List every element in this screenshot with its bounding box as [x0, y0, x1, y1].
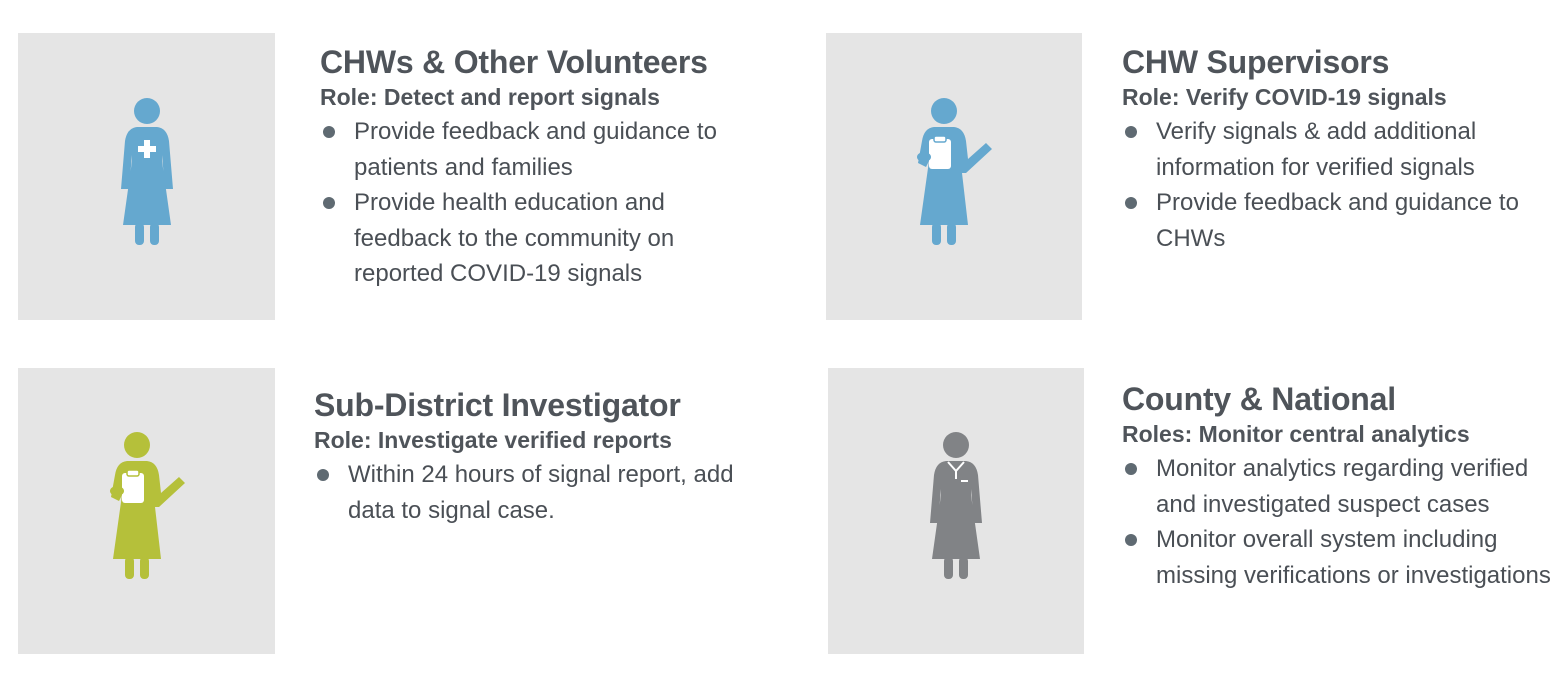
bullet-dot-icon	[1125, 197, 1137, 209]
list-item: Monitor overall system including missing…	[1122, 522, 1562, 593]
list-item: Verify signals & add additional informat…	[1122, 114, 1562, 185]
investigator-clipboard-icon	[109, 432, 185, 579]
card-role: Role: Detect and report signals	[320, 84, 660, 110]
card-role: Role: Verify COVID-19 signals	[1122, 84, 1447, 110]
card-title: CHWs & Other Volunteers	[320, 44, 708, 80]
bullet-dot-icon	[317, 469, 329, 481]
icon-tile	[18, 368, 275, 654]
bullet-dot-icon	[1125, 534, 1137, 546]
list-item: Provide health education and feedback to…	[320, 185, 740, 292]
official-person-icon	[930, 432, 982, 579]
bullet-list: Within 24 hours of signal report, add da…	[314, 457, 754, 528]
icon-tile	[18, 33, 275, 320]
list-item: Provide feedback and guidance to patient…	[320, 114, 740, 185]
bullet-dot-icon	[323, 197, 335, 209]
bullet-dot-icon	[1125, 126, 1137, 138]
list-item: Within 24 hours of signal report, add da…	[314, 457, 754, 528]
bullet-list: Verify signals & add additional informat…	[1122, 114, 1562, 256]
card-title: CHW Supervisors	[1122, 44, 1390, 80]
card-title: Sub-District Investigator	[314, 387, 681, 423]
card-role: Roles: Monitor central analytics	[1122, 421, 1470, 447]
bullet-list: Monitor analytics regarding verified and…	[1122, 451, 1562, 593]
bullet-dot-icon	[1125, 463, 1137, 475]
bullet-dot-icon	[323, 126, 335, 138]
icon-tile	[826, 33, 1082, 320]
list-item: Provide feedback and guidance to CHWs	[1122, 185, 1562, 256]
list-item: Monitor analytics regarding verified and…	[1122, 451, 1562, 522]
icon-tile	[828, 368, 1084, 654]
card-role: Role: Investigate verified reports	[314, 427, 672, 453]
supervisor-clipboard-icon	[917, 97, 992, 245]
female-health-worker-cross-icon	[120, 97, 173, 245]
card-title: County & National	[1122, 381, 1396, 417]
bullet-list: Provide feedback and guidance to patient…	[320, 114, 740, 292]
